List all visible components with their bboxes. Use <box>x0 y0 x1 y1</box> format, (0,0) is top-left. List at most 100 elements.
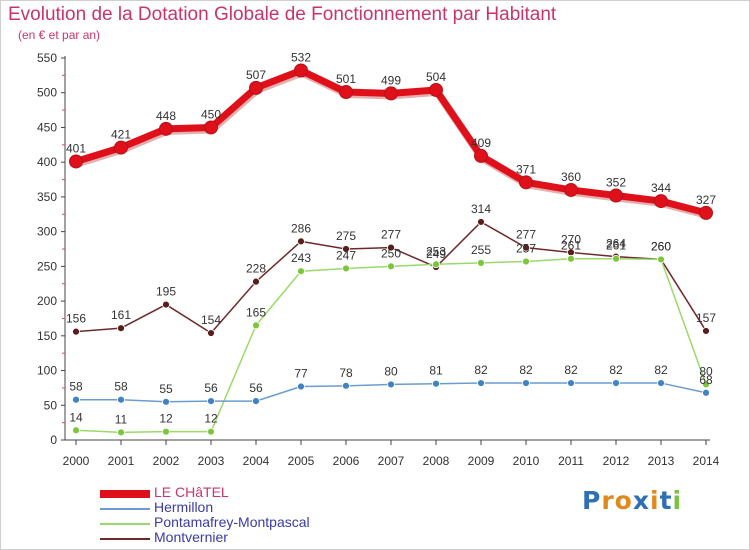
data-label-le-ch-tel: 401 <box>66 141 86 155</box>
data-label-pontamafrey-montpascal: 250 <box>381 246 401 260</box>
data-label-montvernier: 249 <box>426 247 446 261</box>
data-label-montvernier: 157 <box>696 311 716 325</box>
data-point-montvernier <box>117 324 125 333</box>
data-point-pontamafrey-montpascal <box>657 255 665 264</box>
legend-swatch <box>100 538 150 540</box>
data-point-hermillon <box>117 395 125 404</box>
data-label-hermillon: 78 <box>339 366 353 380</box>
x-tick-label: 2012 <box>603 454 630 468</box>
data-point-hermillon <box>657 379 665 387</box>
data-point-le-ch-tel <box>474 148 488 163</box>
data-point-hermillon <box>207 397 215 406</box>
data-point-le-ch-tel <box>429 82 443 97</box>
data-point-le-ch-tel <box>204 120 218 135</box>
data-label-hermillon: 58 <box>69 380 83 394</box>
data-label-le-ch-tel: 448 <box>156 109 176 123</box>
x-tick-label: 2014 <box>693 454 720 468</box>
data-point-pontamafrey-montpascal <box>387 262 395 271</box>
y-tick-label: 200 <box>37 294 57 308</box>
data-label-hermillon: 82 <box>474 363 488 377</box>
y-tick-label: 150 <box>37 329 57 343</box>
data-label-pontamafrey-montpascal: 14 <box>69 410 83 424</box>
data-point-pontamafrey-montpascal <box>432 260 440 269</box>
data-point-le-ch-tel <box>519 175 533 190</box>
data-label-hermillon: 55 <box>159 382 173 396</box>
data-label-montvernier: 195 <box>156 285 176 299</box>
data-point-hermillon <box>702 388 710 397</box>
x-tick-label: 2010 <box>513 454 540 468</box>
legend-label: LE CHâTEL <box>154 484 229 500</box>
data-label-le-ch-tel: 327 <box>696 193 716 207</box>
data-point-pontamafrey-montpascal <box>162 427 170 436</box>
data-label-pontamafrey-montpascal: 12 <box>204 412 218 426</box>
data-label-hermillon: 58 <box>114 380 128 394</box>
data-label-le-ch-tel: 371 <box>516 162 536 176</box>
data-label-montvernier: 260 <box>651 239 671 253</box>
data-point-montvernier <box>387 243 395 252</box>
logo-letter: t <box>659 486 673 515</box>
axes-layer: 0 50 100 150 200 250 300 350 400 450 500 550 2000 200… <box>37 51 720 468</box>
x-tick-label: 2004 <box>243 454 270 468</box>
x-tick-label: 2000 <box>63 454 90 468</box>
x-tick-label: 2006 <box>333 454 360 468</box>
legend-swatch <box>100 490 150 498</box>
data-point-hermillon <box>72 395 80 404</box>
data-point-hermillon <box>612 379 620 387</box>
data-label-pontamafrey-montpascal: 165 <box>246 305 266 319</box>
data-point-pontamafrey-montpascal <box>477 258 485 267</box>
proxiti-logo: Proxiti <box>582 486 682 515</box>
data-point-le-ch-tel <box>114 140 128 155</box>
x-tick-label: 2002 <box>153 454 180 468</box>
data-label-hermillon: 68 <box>699 373 713 387</box>
data-point-montvernier <box>477 218 485 226</box>
data-point-pontamafrey-montpascal <box>117 428 125 437</box>
legend-label: Montvernier <box>154 529 228 545</box>
data-label-montvernier: 264 <box>606 237 626 251</box>
data-point-hermillon <box>252 397 260 406</box>
data-point-montvernier <box>342 245 350 253</box>
y-tick-label: 350 <box>37 190 57 204</box>
data-label-le-ch-tel: 504 <box>426 70 446 84</box>
x-tick-label: 2003 <box>198 454 225 468</box>
data-point-pontamafrey-montpascal <box>702 380 710 389</box>
x-tick-label: 2005 <box>288 454 315 468</box>
data-label-le-ch-tel: 532 <box>291 51 311 65</box>
logo-letter: x <box>632 486 650 515</box>
data-label-montvernier: 228 <box>246 262 266 276</box>
legend-swatch <box>100 523 150 525</box>
data-point-hermillon <box>342 381 350 390</box>
x-tick-label: 2007 <box>378 454 405 468</box>
data-point-le-ch-tel <box>564 182 578 197</box>
data-point-montvernier <box>72 327 80 336</box>
data-label-hermillon: 82 <box>609 363 623 377</box>
logo-letter: o <box>614 486 633 515</box>
x-tick-label: 2011 <box>558 454 584 468</box>
data-label-hermillon: 77 <box>294 367 308 381</box>
data-label-le-ch-tel: 360 <box>561 170 581 184</box>
data-label-pontamafrey-montpascal: 12 <box>159 412 173 426</box>
data-label-pontamafrey-montpascal: 257 <box>516 242 536 256</box>
data-point-le-ch-tel <box>339 85 353 100</box>
data-point-pontamafrey-montpascal <box>72 426 80 435</box>
data-label-pontamafrey-montpascal: 260 <box>651 239 671 253</box>
data-point-pontamafrey-montpascal <box>207 427 215 436</box>
data-label-montvernier: 275 <box>336 229 356 243</box>
data-label-montvernier: 286 <box>291 221 311 235</box>
legend-label: Hermillon <box>154 499 214 515</box>
data-label-montvernier: 270 <box>561 232 581 246</box>
data-label-pontamafrey-montpascal: 255 <box>471 243 491 257</box>
data-point-le-ch-tel <box>384 86 398 101</box>
data-label-le-ch-tel: 409 <box>471 136 491 150</box>
y-tick-label: 300 <box>37 225 57 239</box>
y-tick-label: 250 <box>37 259 57 273</box>
series-markers-layer <box>69 63 713 437</box>
logo-letter: P <box>582 486 602 515</box>
data-label-montvernier: 161 <box>111 308 131 322</box>
data-label-pontamafrey-montpascal: 247 <box>336 248 356 262</box>
data-point-pontamafrey-montpascal <box>522 257 530 266</box>
logo-letter: i <box>672 486 683 515</box>
data-label-le-ch-tel: 450 <box>201 107 221 121</box>
data-label-hermillon: 56 <box>204 381 218 395</box>
